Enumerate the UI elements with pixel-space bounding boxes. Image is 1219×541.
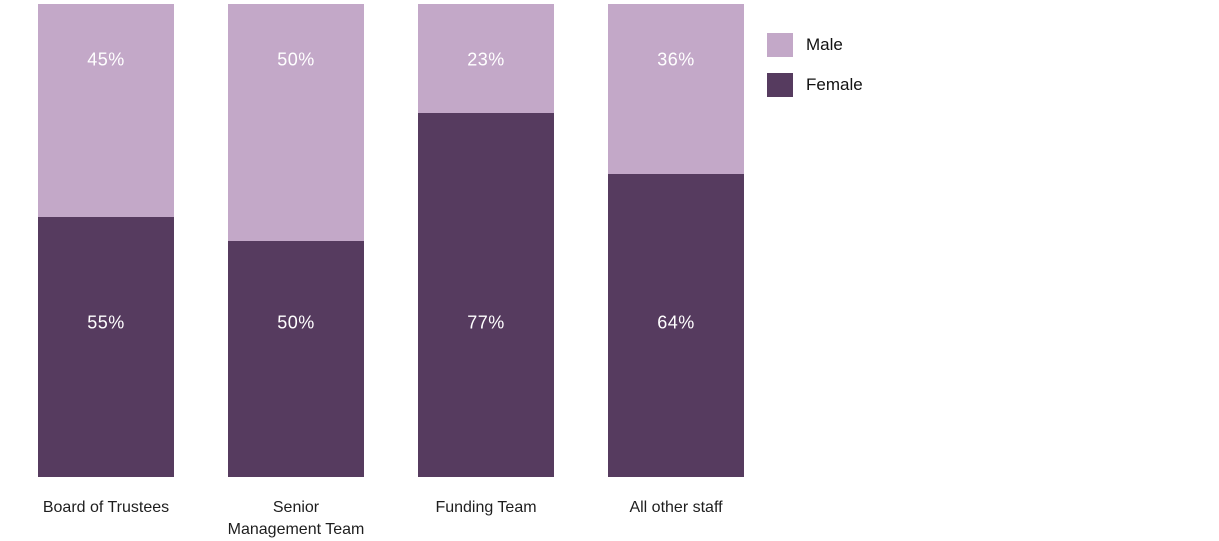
bar-segment-female-0 [38,216,174,477]
category-label-1: Senior Management Team [227,499,365,538]
data-label-male-1: 50% [277,49,315,70]
category-label-0: Board of Trustees [42,499,170,516]
legend-swatch-male [767,33,793,57]
bar-segment-male-1 [228,4,364,241]
bar-segment-male-3 [608,4,744,175]
legend-item-female: Female [767,73,863,97]
data-label-female-2: 77% [467,312,505,333]
category-label-2: Funding Team [435,499,537,516]
legend-label-female: Female [806,75,863,94]
legend-label-male: Male [806,35,843,54]
data-label-male-2: 23% [467,49,505,70]
data-label-female-1: 50% [277,312,315,333]
bar-segment-female-3 [608,174,744,477]
bar-segment-female-1 [228,240,364,477]
bar-segment-male-0 [38,4,174,217]
bar-segment-female-2 [418,112,554,477]
chart-legend: Male Female [767,33,863,113]
legend-swatch-female [767,73,793,97]
data-label-male-0: 45% [87,49,125,70]
data-label-male-3: 36% [657,49,695,70]
data-label-female-0: 55% [87,312,125,333]
legend-item-male: Male [767,33,863,57]
data-label-female-3: 64% [657,312,695,333]
bar-segment-male-2 [418,4,554,113]
category-label-3: All other staff [629,499,723,516]
